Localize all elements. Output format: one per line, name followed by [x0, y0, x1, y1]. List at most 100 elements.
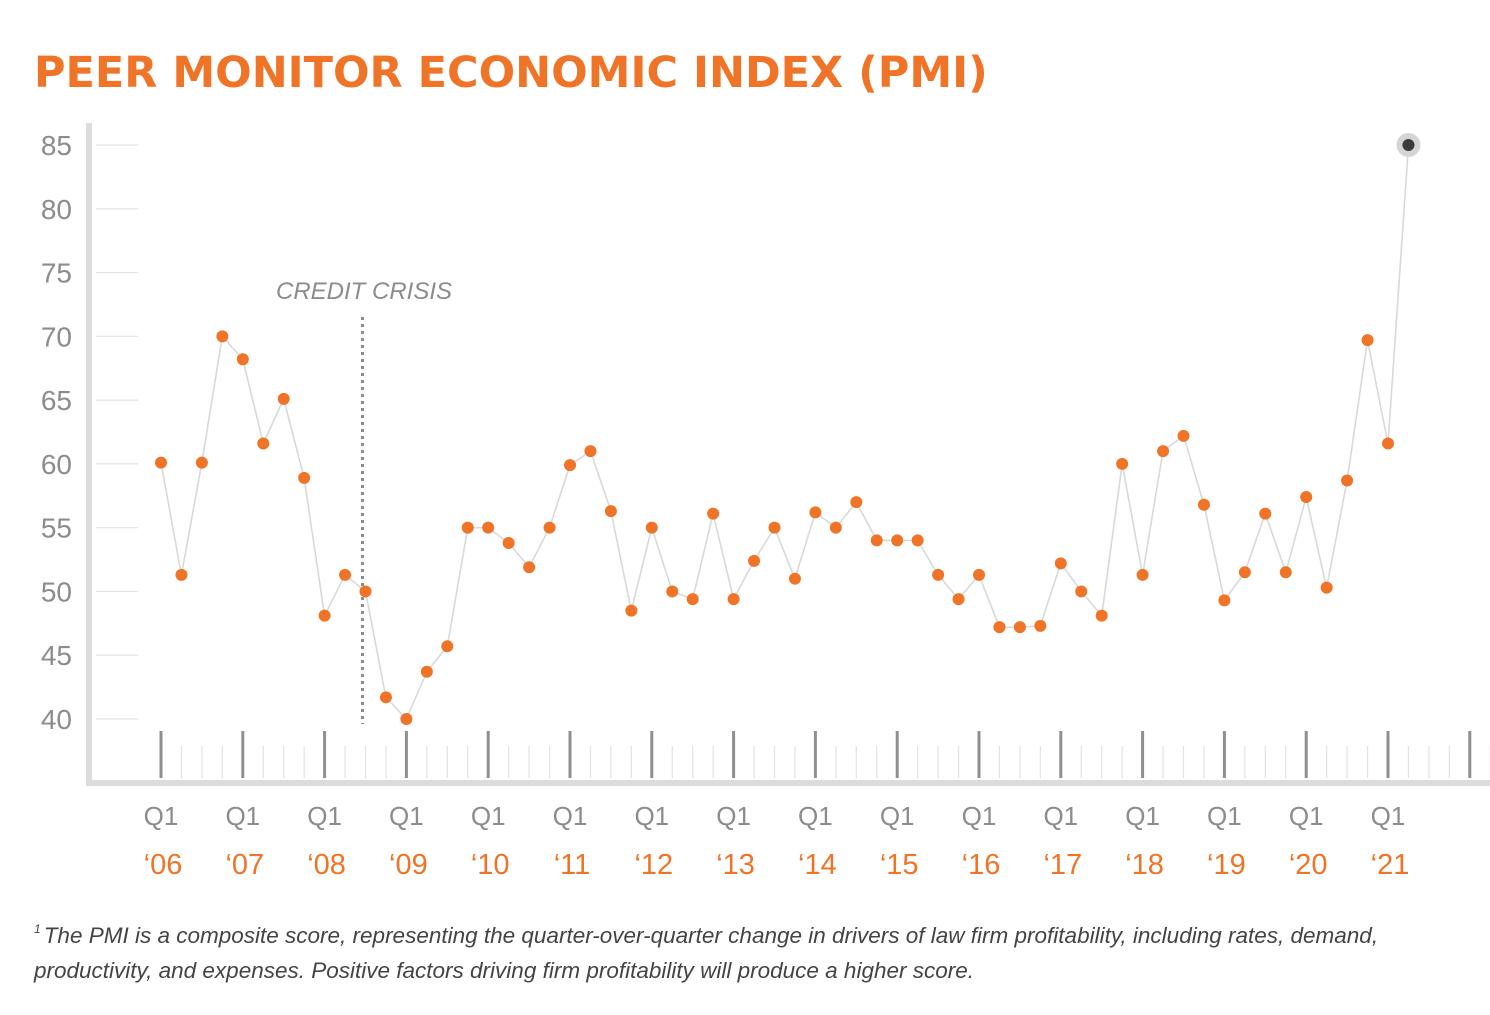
x-year-label: ‘15 [880, 849, 919, 881]
data-point [788, 572, 801, 585]
data-point [502, 536, 515, 549]
x-quarter-label: Q1 [1289, 801, 1324, 831]
x-year-label: ‘09 [389, 849, 428, 881]
y-tick-label: 40 [41, 704, 72, 735]
x-quarter-label: Q1 [307, 801, 342, 831]
data-point [339, 568, 352, 581]
credit-crisis-annotation: CREDIT CRISIS [276, 278, 452, 724]
data-point [911, 534, 924, 547]
data-point [482, 521, 495, 534]
footnote: 1 The PMI is a composite score, represent… [34, 912, 1474, 988]
data-point [1341, 474, 1354, 487]
x-quarter-label: Q1 [880, 801, 915, 831]
data-point [870, 534, 883, 547]
data-point [175, 568, 188, 581]
data-point [829, 521, 842, 534]
y-tick-label: 50 [41, 576, 72, 607]
y-tick-label: 75 [41, 258, 72, 289]
data-point [400, 713, 413, 725]
data-point [564, 459, 576, 472]
x-quarter-label: Q1 [1043, 801, 1078, 831]
data-point [584, 445, 597, 458]
y-axis-line [86, 123, 92, 786]
data-point [277, 392, 290, 405]
data-point [441, 640, 454, 653]
data-point [1075, 585, 1088, 598]
footnote-marker: 1 [34, 922, 41, 936]
data-point [155, 456, 167, 469]
data-point [1320, 581, 1333, 594]
data-point [1300, 491, 1313, 504]
data-point [543, 521, 556, 534]
x-quarter-label: Q1 [1207, 801, 1242, 831]
data-point [707, 507, 720, 520]
x-year-label: ‘08 [307, 849, 346, 881]
x-quarter-label: Q1 [471, 801, 506, 831]
data-point [523, 561, 536, 574]
data-point [1157, 445, 1170, 458]
x-year-label: ‘18 [1125, 849, 1164, 881]
x-quarter-label: Q1 [716, 801, 751, 831]
data-point [727, 593, 740, 606]
data-point [379, 691, 392, 704]
y-tick-label: 70 [41, 321, 72, 352]
data-point [1382, 437, 1394, 450]
data-point [1095, 609, 1108, 622]
data-point [461, 521, 474, 534]
x-quarter-label: Q1 [389, 801, 424, 831]
data-point [809, 506, 822, 519]
x-year-label: ‘20 [1289, 849, 1328, 881]
data-point [973, 568, 985, 581]
x-year-label: ‘11 [554, 849, 591, 881]
x-year-label: ‘16 [962, 849, 1001, 881]
x-axis-ticks: Q1 ‘06 Q1 ‘07 Q1 ‘08 Q1 ‘09 Q1 ‘10 Q1 ‘11 Q1 ‘12 Q1 ‘13… [144, 731, 1490, 881]
x-year-label: ‘06 [144, 849, 183, 881]
x-year-label: ‘19 [1207, 849, 1246, 881]
x-quarter-label: Q1 [1125, 801, 1160, 831]
data-point [420, 665, 433, 678]
x-year-label: ‘21 [1371, 849, 1410, 881]
x-quarter-label: Q1 [144, 801, 179, 831]
data-point [1197, 498, 1210, 511]
y-axis-ticks: 40 45 50 55 60 65 70 75 80 85 [41, 130, 138, 735]
data-point [748, 554, 761, 567]
data-point [1136, 568, 1149, 581]
x-year-label: ‘17 [1043, 849, 1082, 881]
x-quarter-label: Q1 [798, 801, 833, 831]
data-point [604, 505, 617, 518]
data-point [1218, 594, 1231, 607]
data-point [236, 353, 249, 366]
data-point [216, 330, 229, 343]
chart-axes [86, 123, 1490, 786]
data-points [155, 133, 1421, 725]
highlight-point [1402, 139, 1415, 151]
y-tick-label: 80 [41, 194, 72, 225]
x-quarter-label: Q1 [962, 801, 997, 831]
data-point [1238, 566, 1251, 579]
data-point [686, 593, 699, 606]
x-quarter-label: Q1 [553, 801, 588, 831]
data-point [1013, 621, 1026, 634]
data-point [1279, 566, 1292, 579]
data-point [298, 471, 311, 484]
y-tick-label: 55 [41, 513, 72, 544]
credit-crisis-label: CREDIT CRISIS [276, 278, 452, 305]
data-point [1116, 457, 1129, 470]
data-point [850, 496, 863, 509]
series-line-group [160, 144, 1410, 721]
x-quarter-label: Q1 [1371, 801, 1406, 831]
data-point [195, 456, 208, 469]
y-tick-label: 85 [41, 130, 72, 161]
data-point [1177, 429, 1190, 442]
data-point [952, 593, 965, 606]
data-point [645, 521, 658, 534]
data-point [1054, 557, 1067, 570]
x-year-label: ‘10 [471, 849, 510, 881]
data-point [1259, 507, 1272, 520]
x-quarter-label: Q1 [225, 801, 260, 831]
data-point [1361, 334, 1374, 347]
series-line [160, 144, 1410, 721]
x-year-label: ‘12 [634, 849, 673, 881]
data-point [625, 604, 638, 617]
